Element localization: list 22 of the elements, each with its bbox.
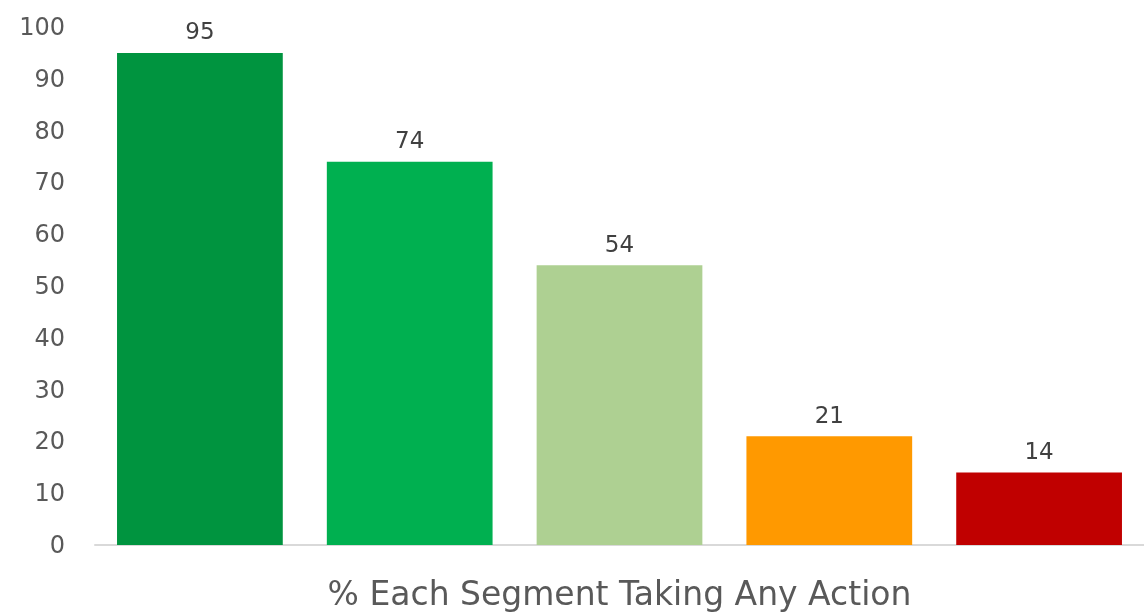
data-label: 95 xyxy=(185,18,215,45)
y-tick-label: 10 xyxy=(34,479,65,508)
y-tick-label: 40 xyxy=(34,323,65,352)
bar xyxy=(956,472,1122,545)
x-axis-title: % Each Segment Taking Any Action xyxy=(327,574,912,613)
bar xyxy=(536,265,703,545)
bar xyxy=(326,161,493,545)
y-tick-label: 100 xyxy=(19,13,65,41)
bar xyxy=(746,436,913,545)
data-label: 14 xyxy=(1024,437,1054,464)
y-tick-label: 20 xyxy=(34,427,65,456)
y-tick-label: 0 xyxy=(49,531,65,559)
y-tick-label: 80 xyxy=(34,116,65,145)
data-label: 74 xyxy=(395,127,425,154)
data-label: 21 xyxy=(814,401,844,428)
y-tick-label: 70 xyxy=(34,168,65,197)
bar xyxy=(117,52,283,545)
y-tick-label: 60 xyxy=(34,220,65,249)
y-tick-label: 30 xyxy=(34,375,65,404)
y-tick-label: 50 xyxy=(34,272,65,300)
y-tick-label: 90 xyxy=(34,64,65,93)
data-label: 54 xyxy=(604,230,635,257)
